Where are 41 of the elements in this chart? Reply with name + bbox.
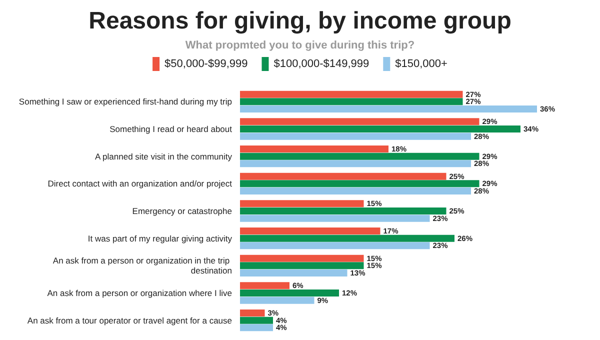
bar: [240, 126, 520, 132]
bar: [240, 227, 380, 234]
bar: [240, 188, 471, 195]
y-tick-label: A planned site visit in the community: [94, 151, 233, 162]
bar: [240, 98, 463, 106]
bar: [240, 234, 454, 242]
bar: [240, 262, 364, 270]
y-tick-label: An ask from a person or organization where I live: [47, 288, 232, 298]
legend-label: $100,000-$149,999: [274, 58, 370, 70]
bar: [240, 254, 364, 262]
y-tick-label: An ask from a person or organization in the trip destination: [52, 256, 232, 276]
bar: [240, 309, 265, 316]
bar: [240, 296, 314, 304]
bar: [240, 200, 364, 208]
bar: [240, 160, 471, 168]
bar: [240, 90, 463, 98]
chart-subtitle: What propmted you to give during this trip?: [185, 40, 415, 52]
chart-title: Reasons for giving, by income group: [88, 8, 512, 34]
bar: [240, 180, 480, 188]
bar: [240, 132, 471, 140]
bar: [240, 145, 388, 152]
y-tick-label: It was part of my regular giving activity: [88, 233, 233, 244]
bar: [240, 316, 273, 324]
bar: [240, 118, 480, 126]
y-tick-label: Direct contact with an organization and/or project: [48, 178, 233, 189]
legend-label: $50,000-$99,999: [164, 58, 248, 70]
bar: [240, 242, 430, 250]
bar: [240, 152, 480, 160]
bar: [240, 290, 339, 296]
bar: [240, 324, 273, 332]
bar: [240, 282, 290, 290]
y-tick-label: Something I read or heard about: [110, 124, 233, 134]
bar: [240, 214, 430, 222]
bar: [240, 172, 446, 180]
bar: [240, 270, 348, 277]
y-tick-label: An ask from a tour operator or travel agent for a cause: [27, 315, 232, 326]
bar: [240, 208, 446, 214]
bar: [240, 106, 537, 113]
legend-label: $150,000+: [395, 58, 448, 70]
y-tick-label: Emergency or catastrophe: [132, 206, 232, 216]
y-tick-label: Something I saw or experienced first-hand during my trip: [18, 96, 232, 107]
